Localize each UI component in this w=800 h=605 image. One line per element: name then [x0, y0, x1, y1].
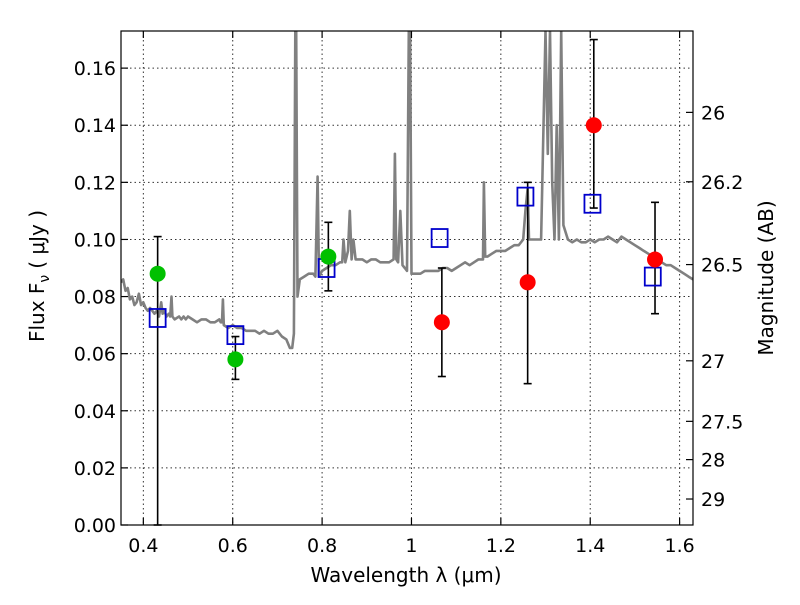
- x-tick-label: 0.4: [128, 535, 158, 557]
- green-data-point: [149, 265, 166, 282]
- right-tick-label: 27.5: [701, 411, 743, 433]
- right-tick-label: 26.5: [701, 255, 743, 277]
- model-square-point: [643, 266, 662, 287]
- right-tick-label: 26.2: [701, 172, 743, 194]
- right-axis-label: Magnitude (AB): [754, 200, 778, 355]
- red-data-point: [585, 117, 602, 134]
- green-data-point: [227, 351, 244, 368]
- y-axis-label-subscript: ν: [37, 275, 53, 283]
- model-square-point: [583, 193, 602, 214]
- right-tick-label: 28: [701, 450, 725, 472]
- right-tick-label: 27: [701, 351, 725, 373]
- spectrum-series: [121, 31, 693, 350]
- y-tick-label: 0.08: [74, 287, 116, 309]
- y-tick-label: 0.10: [74, 229, 116, 251]
- axis-ticks: 0.4 0.6 0.8 1 1.2 1.4 1.6 0.00 0.02 0.04 0.06 0.08 0…: [74, 31, 743, 557]
- green-data-point: [320, 248, 337, 265]
- y-tick-label: 0.00: [74, 515, 116, 537]
- x-tick-label: 1.4: [575, 535, 605, 557]
- y-tick-label: 0.14: [74, 115, 116, 137]
- right-tick-label: 26: [701, 102, 725, 124]
- spectrum-line: [121, 31, 693, 350]
- y-axis-label: Flux Fν ( μJy ): [25, 210, 53, 342]
- model-square-point: [226, 325, 245, 346]
- y-tick-label: 0.04: [74, 401, 116, 423]
- x-tick-label: 0.8: [307, 535, 337, 557]
- model-square-point: [430, 228, 449, 248]
- x-tick-label: 1: [405, 535, 417, 557]
- error-bars: [153, 38, 660, 526]
- y-tick-label: 0.16: [74, 58, 116, 80]
- y-tick-label: 0.06: [74, 344, 116, 366]
- right-tick-label: 29: [701, 489, 725, 511]
- x-tick-label: 1.6: [664, 535, 694, 557]
- plot-frame: [120, 30, 694, 526]
- x-tick-label: 0.6: [218, 535, 248, 557]
- x-axis-label: Wavelength λ (μm): [310, 563, 501, 587]
- data-points: [148, 117, 664, 368]
- red-data-point: [647, 251, 664, 268]
- red-data-point: [519, 274, 536, 291]
- y-axis-label-unit: ( μJy ): [25, 210, 49, 269]
- y-tick-label: 0.12: [74, 172, 116, 194]
- model-square-point: [516, 186, 535, 207]
- y-tick-label: 0.02: [74, 458, 116, 480]
- x-tick-label: 1.2: [486, 535, 516, 557]
- model-square-point: [148, 308, 167, 328]
- y-axis-label-main: Flux F: [25, 283, 49, 342]
- red-data-point: [433, 314, 450, 331]
